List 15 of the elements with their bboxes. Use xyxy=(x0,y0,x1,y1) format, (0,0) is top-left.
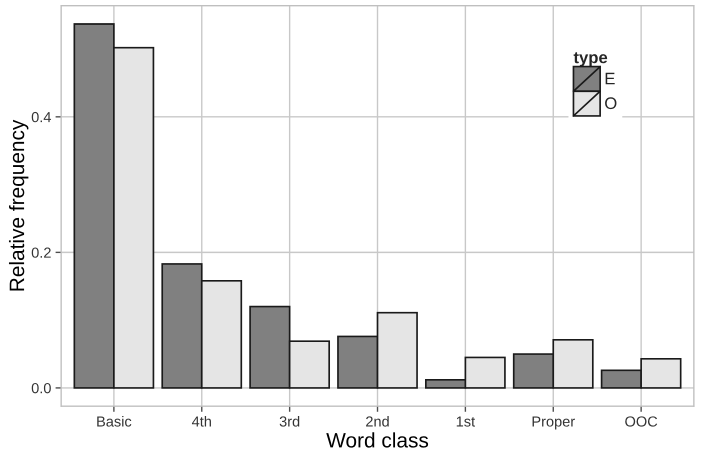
x-tick-label: 2nd xyxy=(366,416,389,427)
legend-label: O xyxy=(605,97,616,110)
x-tick-label: OOC xyxy=(625,416,658,427)
legend-title: type xyxy=(574,52,608,67)
legend-label: E xyxy=(606,72,615,84)
x-tick-label: Proper xyxy=(532,416,575,430)
y-axis-title: Relative frequency xyxy=(8,120,28,291)
y-tick-label: 0.0 xyxy=(32,383,51,394)
y-tick-label: 0.2 xyxy=(32,247,51,258)
x-tick-label: 4th xyxy=(192,416,211,427)
x-tick-label: 1st xyxy=(456,416,476,427)
x-tick-label: 3rd xyxy=(280,416,300,427)
y-tick-label: 0.4 xyxy=(32,112,52,122)
x-tick-label: Basic xyxy=(97,416,132,427)
x-axis-title: Word class xyxy=(326,432,428,448)
